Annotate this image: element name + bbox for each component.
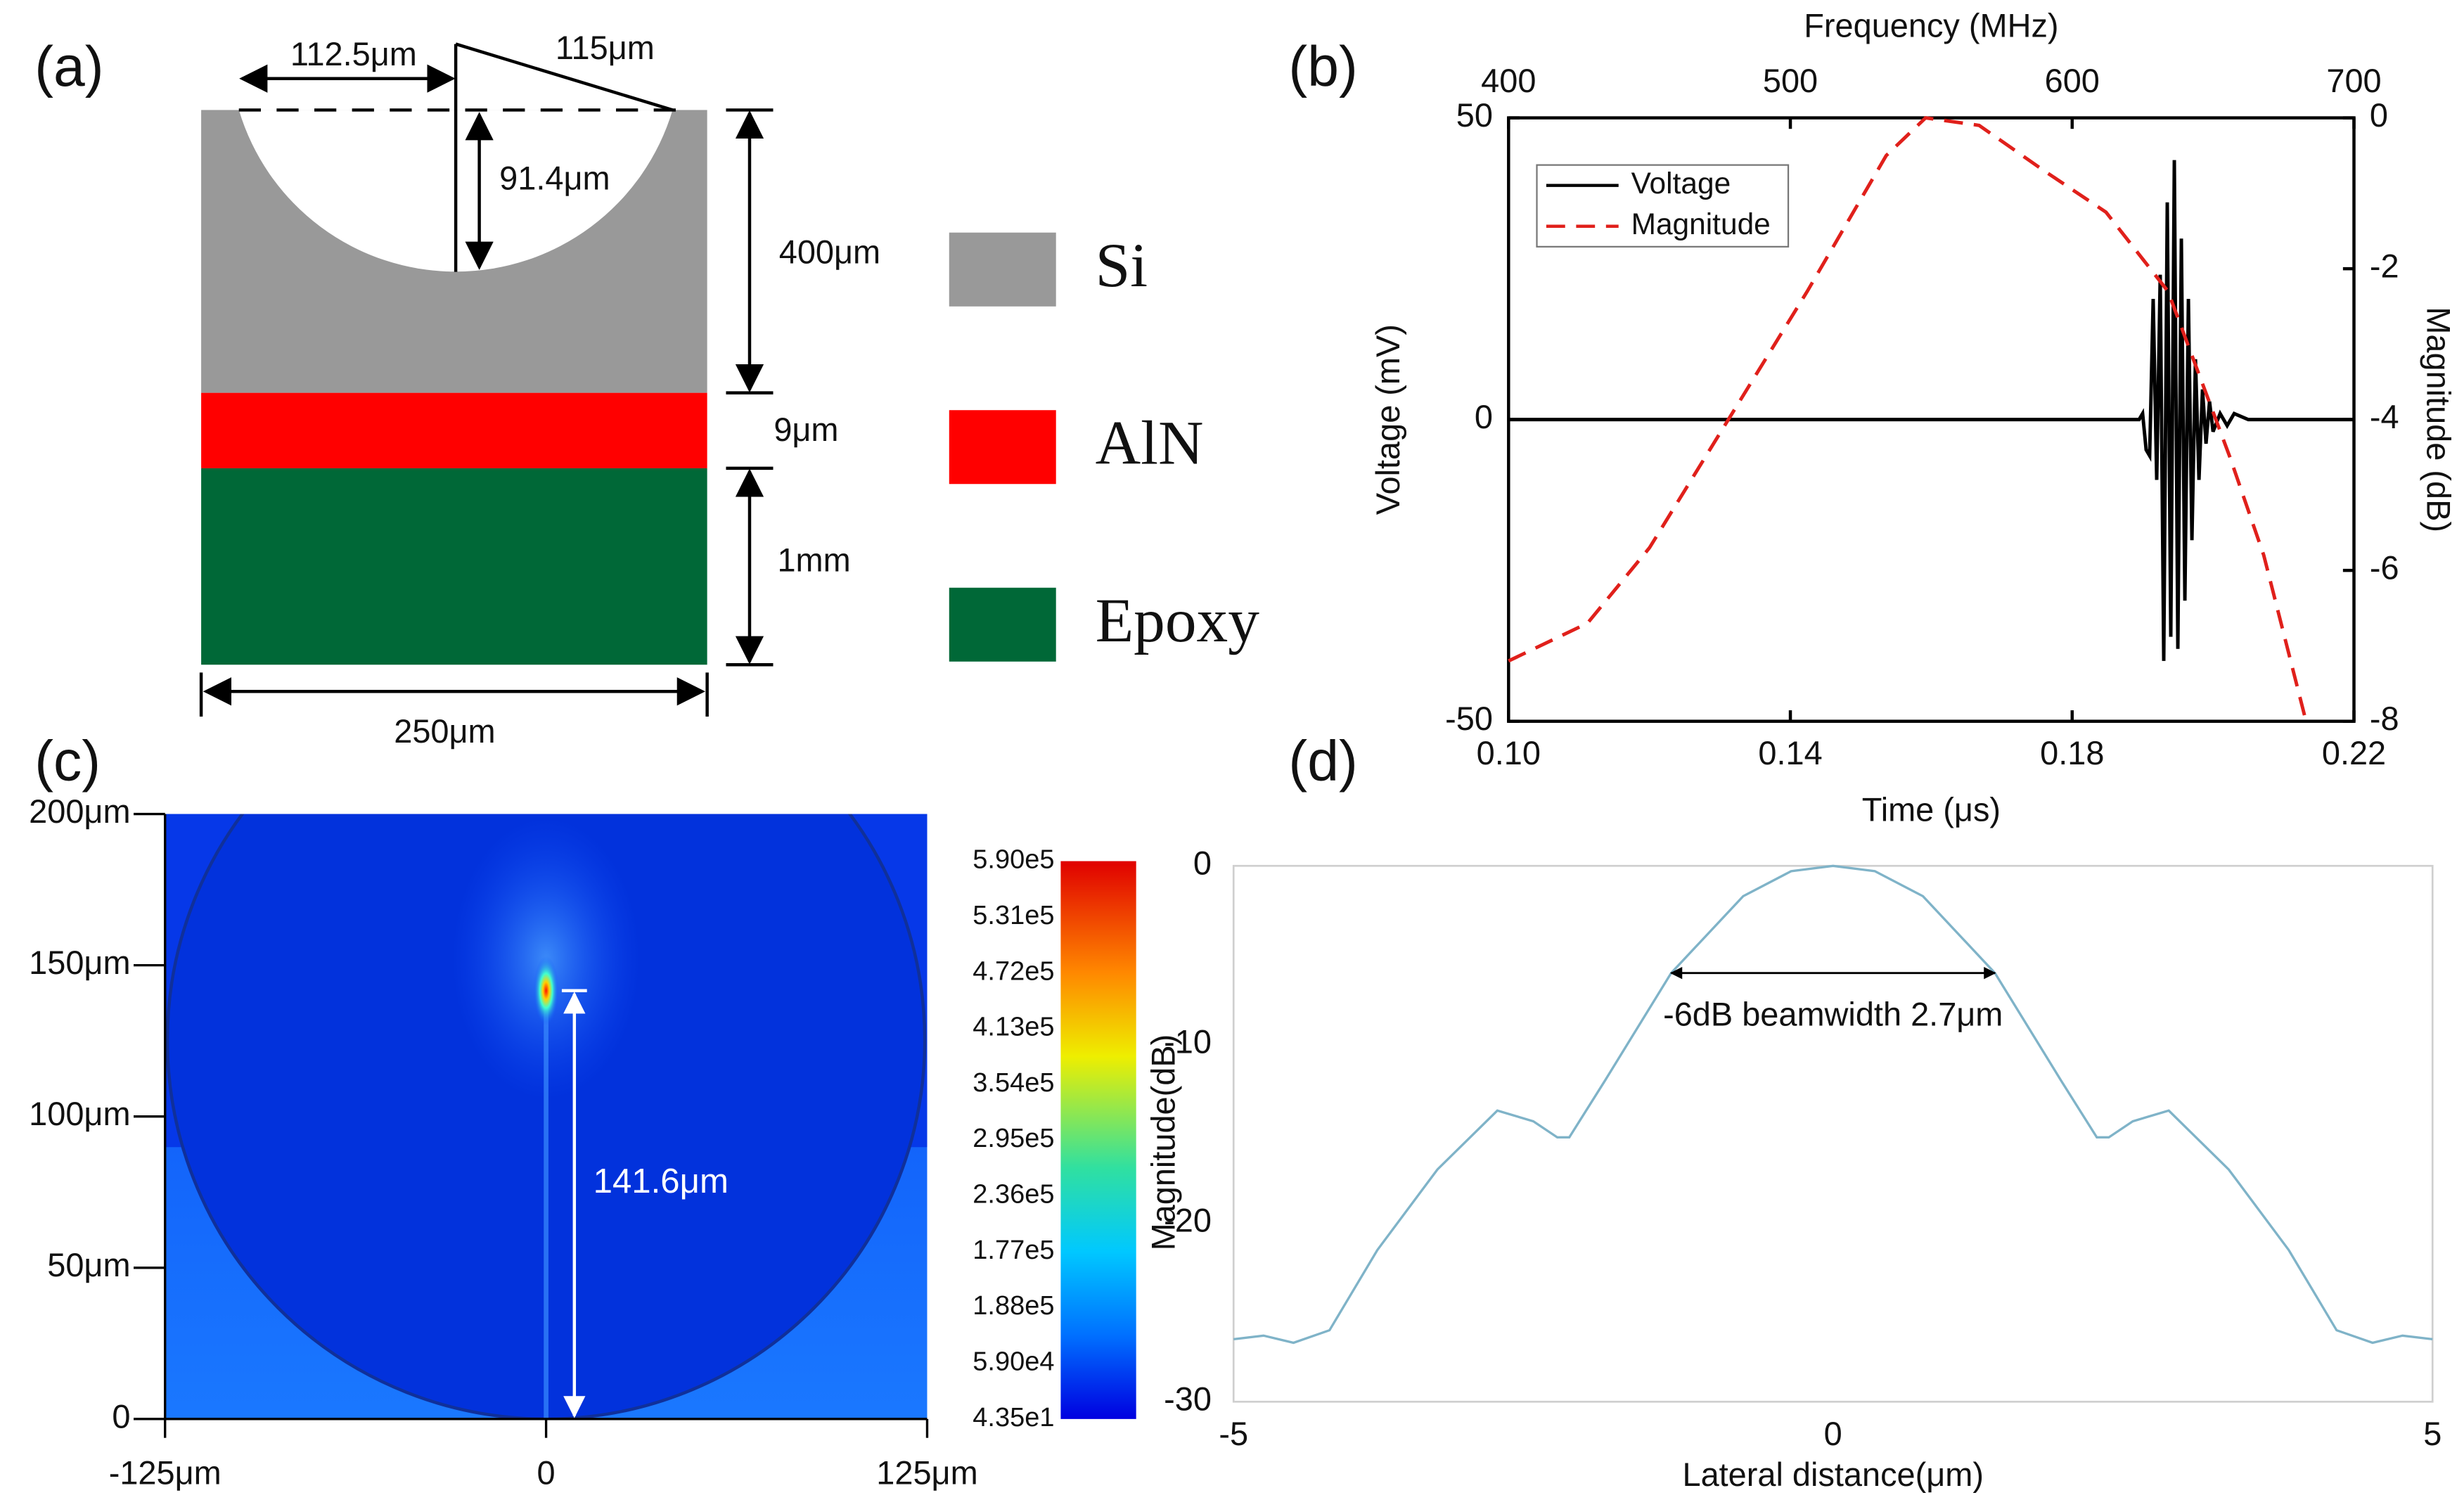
y-tick-label: 0	[1475, 399, 1493, 435]
dim-label: 1mm	[777, 541, 850, 578]
y-tick-label: -50	[1445, 700, 1493, 737]
annotation-label: -6dB beamwidth 2.7μm	[1663, 996, 2003, 1033]
colorbar-label: 2.95e5	[973, 1124, 1054, 1153]
colorbar-label: 1.77e5	[973, 1236, 1054, 1265]
legend-swatch	[949, 232, 1056, 307]
colorbar-label: 5.90e5	[973, 845, 1054, 875]
x-tick-label: 0	[1824, 1416, 1842, 1452]
legend-box	[1536, 164, 1790, 248]
plot-frame	[1232, 864, 2434, 1403]
panel: (d) -5 0 5 -30 -20 -10 0 Lateral distance(μm) Mag…	[1146, 730, 2442, 1493]
y-tick-label: -20	[1164, 1203, 1212, 1239]
legend-label: Voltage	[1631, 167, 1731, 200]
x-tick-label: 0.22	[2322, 735, 2386, 771]
line-series	[1508, 115, 2308, 722]
legend: Si AlN Epoxy	[949, 231, 1259, 662]
dim-label: 115μm	[556, 30, 655, 66]
x-tick-label: 0.18	[2040, 735, 2104, 771]
panel: (c) 0 50μm 100μm 150μm 200μm -125μm 0 125μm 141.6…	[29, 730, 1136, 1492]
x2-axis-label: Frequency (MHz)	[1804, 8, 2058, 44]
x-tick-label: 0	[537, 1455, 556, 1492]
y-tick-label: 50	[1456, 97, 1493, 134]
y2-tick-label: -2	[2370, 248, 2399, 285]
x-tick-label: 5	[2423, 1416, 2441, 1452]
y-axis-label: Magnitude(dB)	[1146, 1034, 1182, 1251]
colorbar-label: 1.88e5	[973, 1291, 1054, 1321]
field-image	[165, 814, 928, 1419]
panel: (b) 0.10 0.14 0.18 0.22 -50 0 50 Time (μs) Voltag…	[1288, 8, 2456, 828]
colorbar-label: 4.35e1	[973, 1403, 1054, 1432]
dim-label: 112.5μm	[290, 36, 417, 72]
radius-line	[455, 42, 674, 112]
panel-label: (d)	[1288, 730, 1357, 793]
panel-label: (c)	[34, 730, 101, 793]
x2-tick-label: 700	[2326, 63, 2381, 99]
colorbar-label: 3.54e5	[973, 1068, 1054, 1098]
x-tick-label: 0.14	[1758, 735, 1822, 771]
y2-tick-label: -8	[2370, 700, 2399, 737]
x2-tick-label: 500	[1763, 63, 1818, 99]
y2-tick-label: -4	[2370, 399, 2399, 435]
colorbar-label: 5.90e4	[973, 1347, 1054, 1377]
annotation-label: 141.6μm	[593, 1162, 729, 1200]
colorbar-label: 5.31e5	[973, 901, 1054, 930]
y-axis-label: Voltage (mV)	[1370, 324, 1406, 515]
y-tick-label: 200μm	[29, 793, 130, 830]
x2-tick-label: 400	[1481, 63, 1536, 99]
colorbar	[1060, 861, 1136, 1419]
epoxy-layer	[201, 468, 707, 665]
panel-a: (a) 112.5μm 115μm 91.4μm 400μm 9μm 1mm 2…	[34, 30, 1259, 750]
legend-label: Epoxy	[1096, 586, 1260, 655]
panel-label: (a)	[34, 35, 103, 98]
dim-label: 250μm	[394, 713, 495, 750]
line-series	[1233, 864, 2433, 1345]
dim-label: 400μm	[779, 233, 880, 270]
x-axis-label: Lateral distance(μm)	[1682, 1456, 1984, 1493]
colorbar-label: 4.72e5	[973, 956, 1054, 986]
colorbar-label: 2.36e5	[973, 1180, 1054, 1210]
x2-tick-label: 600	[2045, 63, 2100, 99]
y-tick-label: 50μm	[47, 1247, 130, 1283]
x-tick-label: -125μm	[109, 1455, 222, 1492]
aln-layer	[201, 392, 707, 468]
legend-label: AlN	[1096, 409, 1204, 478]
y2-tick-label: -6	[2370, 550, 2399, 586]
legend-label: Si	[1096, 231, 1148, 300]
y-tick-label: 0	[1193, 845, 1212, 882]
x-axis-label: Time (μs)	[1862, 792, 2001, 828]
y-tick-label: 100μm	[29, 1096, 130, 1132]
y-tick-label: -30	[1164, 1381, 1212, 1418]
focal-spot	[533, 956, 559, 1025]
y2-tick-label: 0	[2370, 97, 2388, 134]
dim-label: 91.4μm	[499, 160, 610, 196]
x-tick-label: 125μm	[876, 1455, 977, 1492]
y2-axis-label: Magnitude (dB)	[2420, 307, 2456, 532]
y-tick-label: 0	[112, 1398, 130, 1435]
panel-label: (b)	[1288, 35, 1357, 98]
x-tick-label: 0.10	[1477, 735, 1541, 771]
y-tick-label: -10	[1164, 1024, 1212, 1060]
legend: Voltage Magnitude	[1536, 164, 1790, 248]
y-tick-label: 150μm	[29, 944, 130, 981]
legend-label: Magnitude	[1631, 207, 1771, 241]
dim-label: 9μm	[774, 411, 838, 448]
x-tick-label: -5	[1219, 1416, 1248, 1452]
legend-swatch	[949, 587, 1056, 662]
legend-swatch	[949, 410, 1056, 485]
colorbar-label: 4.13e5	[973, 1013, 1054, 1042]
